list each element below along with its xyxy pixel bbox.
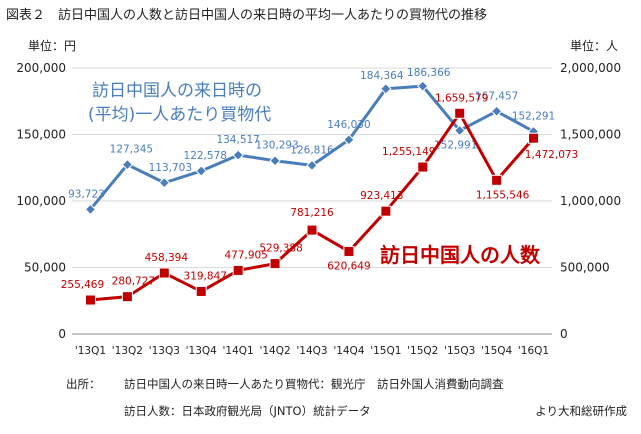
- x-tick-label: '15Q2: [407, 345, 438, 357]
- source-label: 出所：: [66, 377, 101, 391]
- source-credit: より大和総研作成: [535, 404, 627, 418]
- visitor-count-point: [491, 174, 503, 186]
- y-right-tick-label: 1,500,000: [560, 128, 621, 142]
- data-label: 184,364: [360, 70, 404, 82]
- shopping-spend-point: [121, 158, 134, 171]
- x-tick-label: '14Q1: [223, 345, 254, 357]
- x-tick-label: '15Q4: [481, 345, 513, 357]
- x-tick-label: '14Q2: [259, 345, 290, 357]
- y-left-tick-label: 150,000: [16, 128, 66, 142]
- y-left-tick-label: 200,000: [16, 61, 66, 75]
- data-label: 152,991: [434, 140, 477, 152]
- data-label: 319,847: [184, 270, 227, 282]
- shopping-spend-point: [195, 165, 207, 177]
- visitor-count-point: [454, 107, 466, 119]
- data-label: 134,517: [216, 134, 259, 146]
- figure-title: 図表２ 訪日中国人の人数と訪日中国人の来日時の平均一人あたりの買物代の推移: [6, 8, 488, 23]
- x-tick-label: '14Q4: [333, 345, 365, 357]
- x-tick-label: '13Q3: [149, 345, 180, 357]
- source-line-2: 訪日人数：日本政府観光局（JNTO）統計データ: [124, 404, 371, 418]
- shopping-spend-point: [84, 203, 97, 216]
- shopping-spend-point: [343, 134, 355, 146]
- data-label: 152,291: [512, 110, 555, 122]
- visitor-count-series-label: 訪日中国人の人数: [380, 243, 541, 267]
- visitor-count-point: [380, 205, 392, 217]
- data-label: 923,413: [360, 190, 403, 202]
- visitor-count-point: [269, 258, 281, 270]
- source-line-1: 訪日中国人の来日時一人あたり買物代：観光庁 訪日外国人消費動向調査: [124, 377, 504, 391]
- data-label: 620,649: [327, 260, 370, 272]
- visitor-count-point: [158, 267, 170, 279]
- y-right-tick-label: 2,000,000: [560, 61, 621, 75]
- visitor-count-point: [528, 132, 540, 144]
- data-label: 127,345: [110, 144, 153, 156]
- data-label: 1,255,149: [382, 146, 435, 158]
- shopping-spend-series-label: 訪日中国人の来日時の: [92, 81, 262, 101]
- x-tick-label: '13Q2: [112, 345, 143, 357]
- x-tick-label: '13Q1: [75, 345, 106, 357]
- data-label: 1,472,073: [525, 149, 578, 161]
- x-tick-label: '16Q1: [518, 345, 549, 357]
- y-left-tick-label: 0: [58, 327, 66, 341]
- data-label: 529,388: [259, 243, 302, 255]
- data-label: 130,293: [255, 140, 298, 152]
- y-left-unit-label: 単位：円: [28, 38, 76, 53]
- shopping-spend-point: [490, 105, 503, 117]
- visitor-count-point: [306, 224, 318, 236]
- y-right-tick-label: 500,000: [560, 261, 610, 275]
- data-label: 186,366: [407, 67, 451, 79]
- shopping-spend-series-label: (平均)一人あたり買物代: [88, 105, 271, 125]
- x-tick-label: '15Q3: [444, 345, 475, 357]
- shopping-spend-point: [453, 124, 466, 137]
- data-label: 255,469: [61, 279, 104, 291]
- data-label: 146,030: [327, 119, 370, 131]
- data-label: 1,155,546: [476, 189, 530, 201]
- visitor-count-point: [343, 245, 355, 257]
- data-label: 122,578: [184, 150, 227, 162]
- x-tick-label: '13Q4: [186, 345, 218, 357]
- visitor-count-point: [232, 264, 244, 276]
- data-label: 93,723: [68, 188, 105, 200]
- shopping-spend-point: [269, 155, 281, 167]
- shopping-spend-point: [232, 149, 244, 161]
- shopping-spend-point: [158, 177, 171, 189]
- y-right-tick-label: 0: [560, 327, 568, 341]
- data-label: 477,905: [224, 249, 267, 261]
- data-label: 781,216: [290, 207, 334, 219]
- data-label: 458,394: [145, 252, 189, 264]
- y-left-tick-label: 50,000: [24, 261, 66, 275]
- x-tick-label: '14Q3: [296, 345, 327, 357]
- shopping-spend-point: [306, 159, 318, 172]
- shopping-spend-point: [417, 80, 429, 92]
- x-tick-label: '15Q1: [370, 345, 401, 357]
- visitor-count-point: [121, 291, 133, 303]
- visitor-count-point: [195, 285, 207, 297]
- data-label: 1,659,579: [435, 92, 488, 104]
- y-right-tick-label: 1,000,000: [560, 194, 621, 208]
- y-right-unit-label: 単位：人: [570, 38, 618, 53]
- data-label: 167,457: [475, 90, 518, 102]
- data-label: 113,703: [149, 162, 192, 174]
- shopping-spend-point: [380, 83, 392, 95]
- data-label: 280,727: [112, 276, 155, 288]
- visitor-count-point: [417, 161, 429, 173]
- data-label: 126,816: [290, 144, 334, 156]
- y-left-tick-label: 100,000: [16, 194, 66, 208]
- visitor-count-point: [84, 294, 96, 306]
